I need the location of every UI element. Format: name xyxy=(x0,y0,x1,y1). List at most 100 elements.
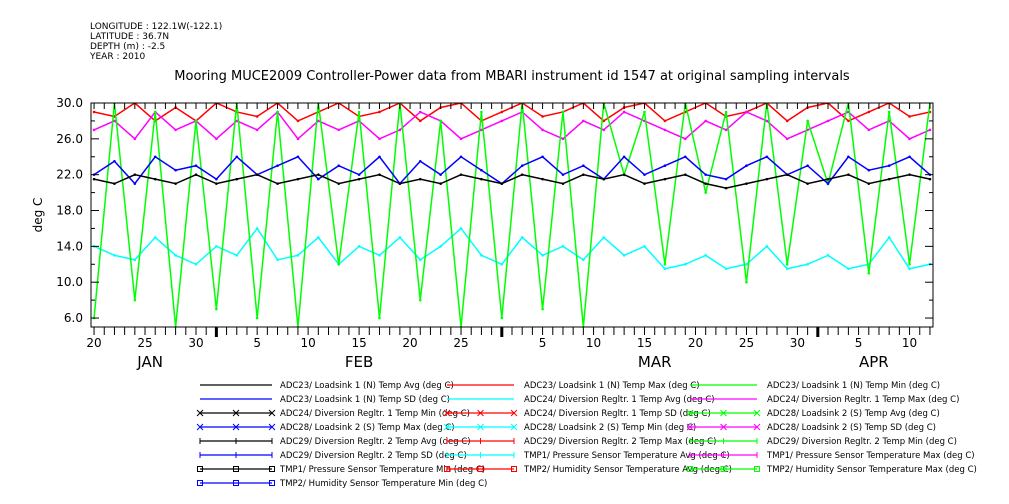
x-marker xyxy=(443,409,451,417)
month-label: FEB xyxy=(345,353,373,371)
legend-item: ADC28/ Loadsink 2 (S) Temp Avg (deg C) xyxy=(686,409,940,419)
data-point xyxy=(418,119,422,123)
square-marker xyxy=(233,480,239,486)
data-point xyxy=(520,173,524,176)
data-point xyxy=(194,173,198,176)
data-point xyxy=(255,316,259,320)
latitude-label: LATITUDE : 36.7N xyxy=(90,32,169,42)
data-point xyxy=(643,173,646,176)
y-tick-label: 10.0 xyxy=(56,275,83,289)
longitude-label: LONGITUDE : 122.1W(-122.1) xyxy=(90,22,222,32)
chart-title: Mooring MUCE2009 Controller-Power data f… xyxy=(174,69,850,84)
data-point xyxy=(826,177,830,181)
x-tick-label: 15 xyxy=(351,336,366,350)
data-point xyxy=(92,177,96,181)
data-point xyxy=(908,137,911,141)
data-point xyxy=(276,258,279,262)
data-point xyxy=(459,227,463,230)
data-point xyxy=(908,262,911,266)
data-point xyxy=(480,128,483,132)
data-point xyxy=(296,155,300,159)
data-point xyxy=(867,182,871,185)
data-point xyxy=(174,168,177,172)
data-point xyxy=(194,119,198,123)
legend-label: ADC24/ Diversion Regltr. 1 Temp Max (deg… xyxy=(767,395,959,405)
depth-label: DEPTH (m) : -2.5 xyxy=(90,42,165,52)
data-point xyxy=(235,119,239,123)
legend-label: TMP2/ Humidity Sensor Temperature Avg (d… xyxy=(523,465,732,475)
legend-item: ADC23/ Loadsink 1 (N) Temp SD (deg C) xyxy=(200,395,450,405)
data-point xyxy=(561,173,565,176)
axes-layer: 30.026.022.018.014.010.06.020 25 30 5 10 15 20… xyxy=(56,96,934,371)
data-point xyxy=(806,119,809,123)
data-point xyxy=(704,191,707,194)
data-point xyxy=(887,110,891,114)
data-point xyxy=(928,128,932,132)
y-axis-label: deg C xyxy=(31,198,45,233)
data-point xyxy=(378,316,381,320)
data-point xyxy=(663,177,667,181)
legend-item: TMP1/ Pressure Sensor Temperature Avg (d… xyxy=(446,451,730,461)
data-point xyxy=(459,137,463,141)
x-marker xyxy=(443,423,451,431)
data-point xyxy=(357,245,361,248)
data-point xyxy=(561,182,565,185)
data-point xyxy=(683,155,687,159)
data-point xyxy=(745,164,748,168)
data-point xyxy=(480,254,483,257)
legend-label: ADC23/ Loadsink 1 (N) Temp Max (deg C) xyxy=(524,381,700,391)
data-point xyxy=(276,164,279,168)
data-point xyxy=(113,182,116,185)
square-marker xyxy=(197,480,203,486)
data-point xyxy=(357,177,361,181)
data-point xyxy=(745,280,748,284)
legend-item: ADC24/ Diversion Regltr. 1 Temp SD (deg … xyxy=(443,409,711,419)
data-point xyxy=(153,110,157,114)
data-point xyxy=(867,110,871,114)
square-marker xyxy=(511,466,517,472)
data-point xyxy=(541,115,544,118)
data-point xyxy=(724,177,728,181)
data-point xyxy=(398,182,402,185)
x-tick-label: 20 xyxy=(86,336,101,350)
data-point xyxy=(276,110,279,114)
data-point xyxy=(215,137,218,141)
data-point xyxy=(541,307,544,311)
x-tick-label: 5 xyxy=(539,336,547,350)
month-label: APR xyxy=(859,353,889,371)
data-point xyxy=(928,177,932,181)
data-point xyxy=(663,119,667,123)
data-point xyxy=(398,236,402,239)
data-point xyxy=(235,177,239,181)
data-point xyxy=(133,182,137,185)
data-point xyxy=(643,110,646,114)
legend-item: ADC23/ Loadsink 1 (N) Temp Max (deg C) xyxy=(447,381,700,391)
x-marker xyxy=(477,423,484,431)
square-marker xyxy=(720,466,727,472)
data-point xyxy=(826,119,830,123)
square-marker xyxy=(444,466,450,472)
legend-label: ADC23/ Loadsink 1 (N) Temp SD (deg C) xyxy=(280,395,450,405)
data-point xyxy=(785,267,789,271)
x-tick-label: 20 xyxy=(688,336,703,350)
series-line xyxy=(93,103,931,327)
data-point xyxy=(867,128,871,132)
data-point xyxy=(357,173,361,176)
data-point xyxy=(541,128,544,132)
data-point xyxy=(806,164,809,168)
data-point xyxy=(561,110,565,114)
legend-label: ADC29/ Diversion Regltr. 2 Temp Avg (deg… xyxy=(280,437,471,447)
data-point xyxy=(439,119,442,123)
data-point xyxy=(357,110,361,114)
data-point xyxy=(296,119,300,123)
data-point xyxy=(622,155,626,159)
legend-item: ADC24/ Diversion Regltr. 1 Temp Max (deg… xyxy=(690,395,959,405)
series-line xyxy=(93,227,931,270)
square-marker xyxy=(477,466,484,472)
x-marker xyxy=(232,409,240,417)
data-point xyxy=(602,177,606,181)
x-tick-label: 30 xyxy=(188,336,203,350)
x-marker xyxy=(477,409,484,417)
data-point xyxy=(317,177,320,181)
data-point xyxy=(439,182,442,185)
